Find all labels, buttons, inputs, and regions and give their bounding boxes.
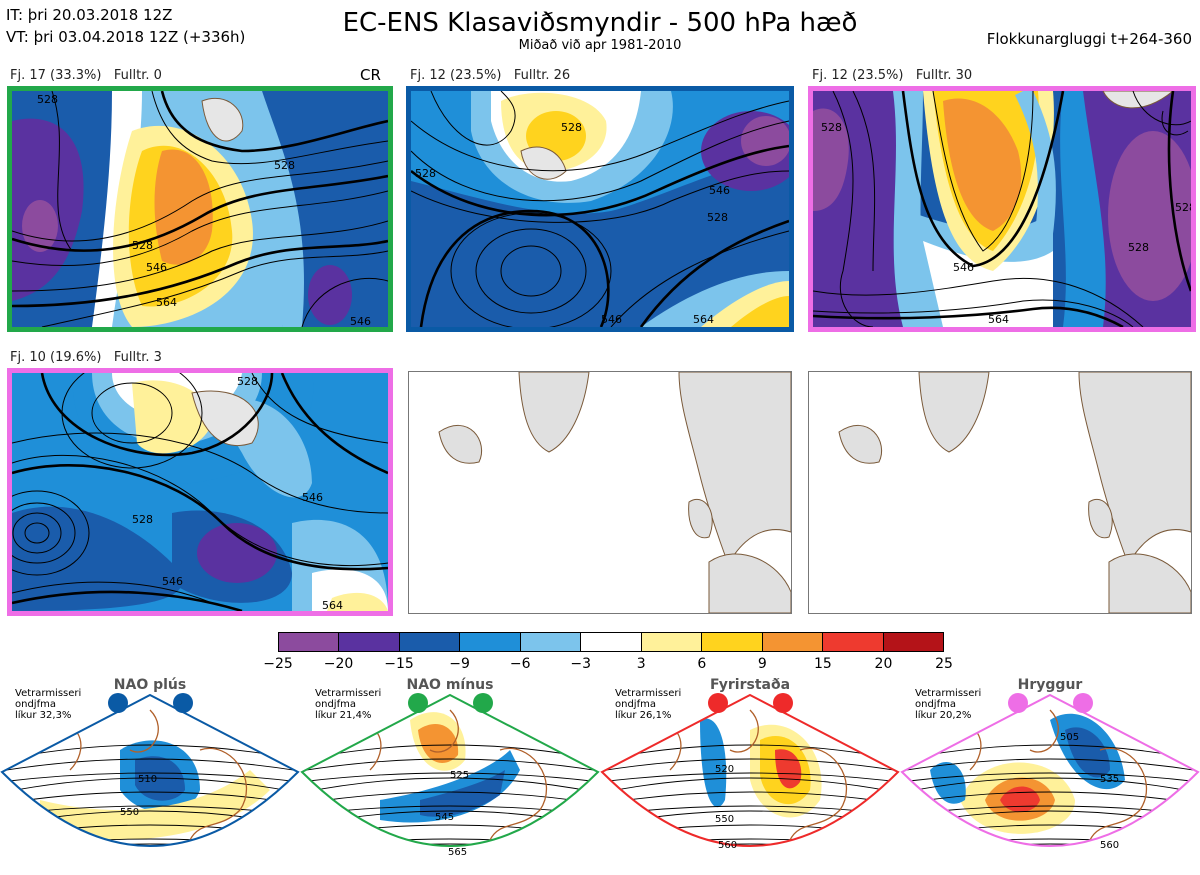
colorbar-swatch [339, 633, 400, 651]
page-title: EC-ENS Klasaviðsmyndir - 500 hPa hæð [342, 8, 858, 38]
colorbar-tick-label: 9 [757, 656, 767, 672]
regime-marker-dot [408, 693, 428, 713]
contour-label: 550 [715, 814, 734, 825]
contour-label: 560 [718, 840, 737, 851]
contour-label: 564 [322, 599, 343, 611]
regime-marker-dot [1073, 693, 1093, 713]
regime-note: Vetrarmisseri ondjfma líkur 26,1% [615, 688, 682, 721]
contour-label: 546 [350, 315, 371, 327]
contour-label: 546 [302, 491, 323, 504]
page-subtitle: Miðað við apr 1981-2010 [518, 38, 682, 53]
regime-map: 505 535 560 [900, 690, 1200, 871]
panel-3-label: Fj. 12 (23.5%) Fulltr. 30 [812, 68, 973, 83]
colorbar-swatch [883, 633, 943, 651]
contour-label: 546 [709, 184, 730, 197]
empty-map-5 [408, 371, 792, 614]
colorbar-tick-label: 20 [874, 656, 893, 672]
regime-title: NAO plús [113, 677, 187, 693]
regime-title: Fyrirstaða [709, 677, 791, 693]
classification-window: Flokkunargluggi t+264-360 [986, 30, 1192, 48]
cluster-map-3: 528 546 564 528 528 [808, 86, 1196, 332]
colorbar-swatch [581, 633, 642, 651]
contour-label: 528 [37, 93, 58, 106]
contour-label: 560 [1100, 840, 1119, 851]
contour-label: 550 [120, 807, 139, 818]
colorbar-swatch [520, 633, 582, 651]
contour-label: 546 [146, 261, 167, 274]
regime-marker-dot [473, 693, 493, 713]
contour-label: 510 [138, 774, 157, 785]
colorbar-tick-label: −3 [570, 656, 592, 672]
colorbar-swatch [762, 633, 824, 651]
contour-label: 564 [693, 313, 714, 326]
valid-time: VT: þri 03.04.2018 12Z (+336h) [6, 28, 246, 46]
contour-label: 505 [1060, 732, 1079, 743]
panel-1-label: Fj. 17 (33.3%) Fulltr. 0 [10, 68, 162, 83]
panel-4-label: Fj. 10 (19.6%) Fulltr. 3 [10, 350, 162, 365]
colorbar-tick-label: −25 [263, 656, 293, 672]
colorbar-swatch [399, 633, 461, 651]
colorbar-tick-label: 6 [697, 656, 707, 672]
contour-label: 564 [156, 296, 177, 309]
colorbar-tick-label: 3 [636, 656, 646, 672]
contour-label: 546 [953, 261, 974, 274]
contour-label: 545 [435, 812, 454, 823]
contour-label: 528 [1175, 201, 1191, 214]
regime-map: 525 545 565 [300, 690, 600, 871]
contour-label: 528 [132, 513, 153, 526]
cluster-map-2: 528 528 546 528 546 564 [406, 86, 794, 332]
contour-label: 528 [707, 211, 728, 224]
colorbar [278, 632, 944, 652]
init-time: IT: þri 20.03.2018 12Z [6, 6, 173, 24]
contour-label: 546 [601, 313, 622, 326]
regime-map: 510 550 [0, 690, 300, 871]
colorbar-tick-label: 25 [935, 656, 953, 672]
contour-label: 564 [988, 313, 1009, 326]
contour-label: 528 [274, 159, 295, 172]
cluster-map-1: 528 528 546 564 528 546 [7, 86, 393, 332]
panel-1-tag: CR [360, 66, 381, 84]
colorbar-swatch [823, 633, 884, 651]
colorbar-swatch [702, 633, 763, 651]
regime-map: 520 550 560 [600, 690, 900, 871]
colorbar-tick-label: 15 [813, 656, 832, 672]
contour-label: 528 [561, 121, 582, 134]
contour-label: 528 [415, 167, 436, 180]
contour-label: 535 [1100, 774, 1119, 785]
colorbar-swatch [279, 633, 340, 651]
panel-2-label: Fj. 12 (23.5%) Fulltr. 26 [410, 68, 571, 83]
regime-title: Hryggur [1017, 677, 1083, 693]
regime-marker-dot [1008, 693, 1028, 713]
colorbar-tick-label: −6 [509, 656, 531, 672]
regime-note: Vetrarmisseri ondjfma líkur 20,2% [915, 688, 982, 721]
colorbar-swatch [460, 633, 521, 651]
empty-map-6 [808, 371, 1192, 614]
contour-label: 528 [237, 375, 258, 388]
regime-marker-dot [708, 693, 728, 713]
regime-note: Vetrarmisseri ondjfma líkur 32,3% [15, 688, 82, 721]
colorbar-tick-label: −15 [384, 656, 414, 672]
contour-label: 565 [448, 847, 467, 858]
colorbar-swatch [641, 633, 703, 651]
colorbar-tick-label: −20 [323, 656, 354, 672]
contour-label: 546 [162, 575, 183, 588]
colorbar-tick-label: −9 [449, 656, 470, 672]
regime-note: Vetrarmisseri ondjfma líkur 21,4% [315, 688, 382, 721]
contour-label: 528 [132, 239, 153, 252]
contour-label: 528 [1128, 241, 1149, 254]
contour-label: 520 [715, 764, 734, 775]
contour-label: 528 [821, 121, 842, 134]
regime-title: NAO mínus [406, 677, 494, 693]
contour-label: 525 [450, 770, 469, 781]
regime-marker-dot [108, 693, 128, 713]
regime-marker-dot [773, 693, 793, 713]
cluster-map-4: 528 528 546 546 564 [7, 368, 393, 616]
regime-marker-dot [173, 693, 193, 713]
